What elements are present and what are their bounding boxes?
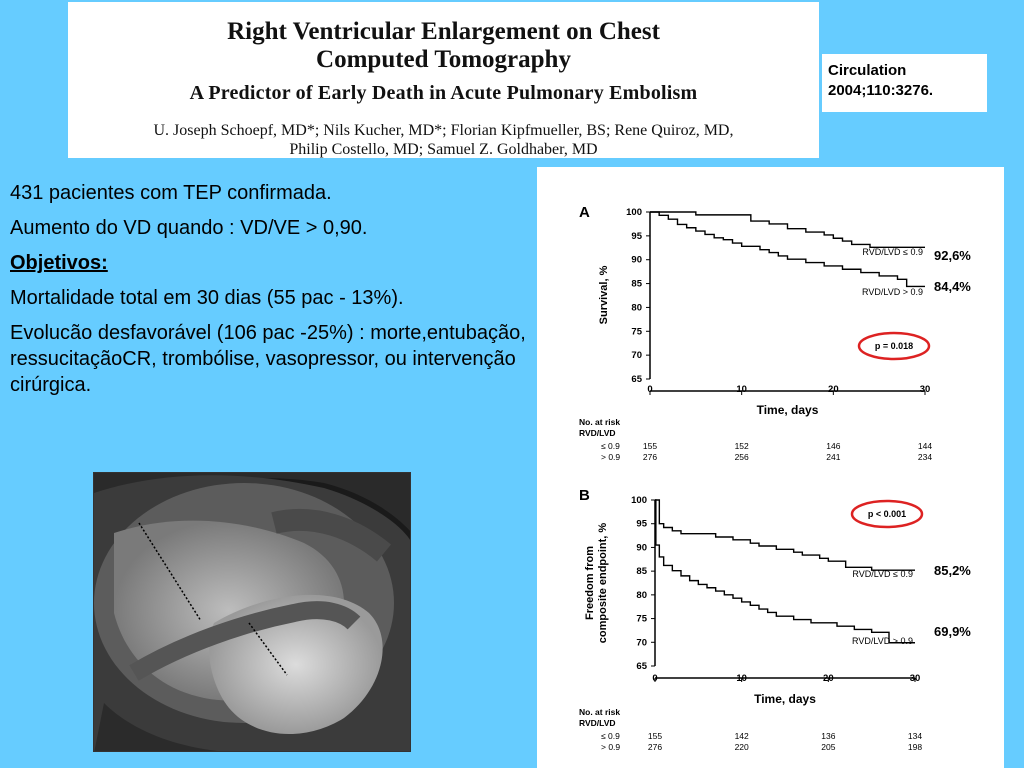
panel-a-y-tick-label: 95 bbox=[631, 231, 642, 242]
panel-a-y-tick-label: 85 bbox=[631, 279, 642, 290]
panel-b-risk-value: 142 bbox=[735, 731, 749, 741]
panel-a-series-low-ratio-curve bbox=[650, 211, 925, 249]
panel-b-p-value: p < 0.001 bbox=[868, 509, 906, 519]
panel-b-x-tick-label: 20 bbox=[823, 673, 834, 684]
annotation-b-lower: 69,9% bbox=[934, 624, 971, 639]
panel-b-x-tick-label: 10 bbox=[736, 673, 747, 684]
panel-b-y-tick-label: 80 bbox=[636, 590, 647, 601]
panel-b-risk-subtitle: RVD/LVD bbox=[579, 718, 616, 728]
panel-b-risk-title: No. at risk bbox=[579, 707, 620, 717]
panel-b-risk-value: 220 bbox=[735, 742, 749, 752]
panel-a-risk-row-label: ≤ 0.9 bbox=[601, 441, 620, 451]
panel-a-risk-value: 241 bbox=[826, 452, 840, 462]
panel-a-y-tick-label: 70 bbox=[631, 350, 642, 361]
panel-b-label: B bbox=[579, 487, 590, 504]
panel-a-p-value: p = 0.018 bbox=[875, 341, 913, 351]
panel-a-risk-value: 152 bbox=[735, 441, 749, 451]
panel-b-risk-value: 134 bbox=[908, 731, 922, 741]
paper-header: Right Ventricular Enlargement on Chest C… bbox=[68, 2, 819, 158]
panel-a-risk-row-label: > 0.9 bbox=[601, 452, 620, 462]
panel-a-risk-value: 234 bbox=[918, 452, 932, 462]
panel-b-risk-row-label: > 0.9 bbox=[601, 742, 620, 752]
panel-b-x-tick-label: 30 bbox=[910, 673, 921, 684]
panel-a-x-tick-label: 0 bbox=[647, 384, 652, 395]
panel-a-risk-value: 276 bbox=[643, 452, 657, 462]
objectives-heading: Objetivos: bbox=[10, 252, 108, 274]
panel-a-label: A bbox=[579, 204, 590, 221]
annotation-a-upper: 92,6% bbox=[934, 248, 971, 263]
panel-b-series-low-ratio-curve bbox=[655, 499, 915, 571]
citation-journal: Circulation bbox=[828, 62, 907, 79]
panel-a-risk-value: 155 bbox=[643, 441, 657, 451]
panel-b-series-high-ratio-curve bbox=[655, 499, 915, 644]
summary-mortality: Mortalidade total em 30 dias (55 pac - 1… bbox=[10, 287, 404, 309]
panel-a-series-high-ratio-curve bbox=[650, 211, 925, 288]
panel-b-risk-row-label: ≤ 0.9 bbox=[601, 731, 620, 741]
panel-a-risk-value: 146 bbox=[826, 441, 840, 451]
km-figure: A 65 70 75 80 85 90 95 100 0 10 20 30 Time, days Survi… bbox=[537, 167, 1004, 768]
panel-b-risk-value: 136 bbox=[821, 731, 835, 741]
panel-a-risk-value: 144 bbox=[918, 441, 932, 451]
annotation-a-lower: 84,4% bbox=[934, 279, 971, 294]
panel-b-x-axis-label: Time, days bbox=[754, 692, 816, 706]
ct-scan-drawing bbox=[94, 473, 410, 751]
panel-b-y-tick-label: 85 bbox=[636, 566, 647, 577]
panel-a-p-value-highlight bbox=[857, 331, 931, 361]
panel-b-y-tick-label: 90 bbox=[636, 542, 647, 553]
panel-a-y-tick-label: 90 bbox=[631, 255, 642, 266]
authors-line1: U. Joseph Schoepf, MD*; Nils Kucher, MD*… bbox=[153, 122, 734, 139]
panel-a-x-tick-label: 20 bbox=[828, 384, 839, 395]
panel-b-x-tick-label: 0 bbox=[652, 673, 657, 684]
panel-b-y-tick-label: 70 bbox=[636, 637, 647, 648]
panel-b-risk-value: 205 bbox=[821, 742, 835, 752]
panel-b-y-tick-label: 75 bbox=[636, 614, 647, 625]
panel-a-risk-subtitle: RVD/LVD bbox=[579, 428, 616, 438]
panel-a-series-label-high: RVD/LVD > 0.9 bbox=[862, 287, 923, 297]
panel-b-risk-value: 155 bbox=[648, 731, 662, 741]
paper-title-line2: Computed Tomography bbox=[316, 46, 571, 73]
panel-b-y-tick-label: 100 bbox=[631, 495, 647, 506]
panel-b-risk-value: 198 bbox=[908, 742, 922, 752]
summary-criterion: Aumento do VD quando : VD/VE > 0,90. bbox=[10, 217, 368, 239]
summary-patients: 431 pacientes com TEP confirmada. bbox=[10, 182, 332, 204]
paper-authors: U. Joseph Schoepf, MD*; Nils Kucher, MD*… bbox=[68, 121, 819, 159]
panel-b-series-label-low: RVD/LVD ≤ 0.9 bbox=[852, 569, 913, 579]
authors-line2: Philip Costello, MD; Samuel Z. Goldhaber… bbox=[289, 141, 598, 158]
panel-a-x-axis-label: Time, days bbox=[757, 403, 819, 417]
panel-a-risk-title: No. at risk bbox=[579, 417, 620, 427]
panel-a-series-label-low: RVD/LVD ≤ 0.9 bbox=[862, 247, 923, 257]
paper-subtitle: A Predictor of Early Death in Acute Pulm… bbox=[189, 82, 698, 104]
panel-a-y-tick-label: 65 bbox=[631, 374, 642, 385]
panel-a-x-tick-label: 30 bbox=[920, 384, 931, 395]
ct-scan-image bbox=[93, 472, 411, 752]
citation-ref: 2004;110:3276. bbox=[828, 82, 934, 99]
panel-b-y-axis-label: Freedom fromcomposite endpoint, % bbox=[584, 523, 609, 644]
panel-a-x-tick-label: 10 bbox=[736, 384, 747, 395]
panel-b-y-tick-label: 95 bbox=[636, 519, 647, 530]
summary-text: 431 pacientes com TEP confirmada. Aument… bbox=[10, 180, 550, 407]
panel-a-y-tick-label: 100 bbox=[626, 207, 642, 218]
annotation-b-upper: 85,2% bbox=[934, 563, 971, 578]
panel-a-y-tick-label: 80 bbox=[631, 302, 642, 313]
panel-b-y-tick-label: 65 bbox=[636, 661, 647, 672]
panel-a-y-tick-label: 75 bbox=[631, 326, 642, 337]
citation-box: Circulation 2004;110:3276. bbox=[822, 54, 987, 112]
panel-a-risk-value: 256 bbox=[735, 452, 749, 462]
panel-b-risk-value: 276 bbox=[648, 742, 662, 752]
panel-b-series-label-high: RVD/LVD > 0.9 bbox=[852, 636, 913, 646]
paper-title-line1: Right Ventricular Enlargement on Chest bbox=[227, 18, 660, 45]
panel-a-y-axis-label: Survival, % bbox=[598, 265, 610, 324]
summary-outcome: Evolucão desfavorável (106 pac -25%) : m… bbox=[10, 322, 526, 396]
panel-b-p-value-highlight bbox=[850, 499, 924, 529]
